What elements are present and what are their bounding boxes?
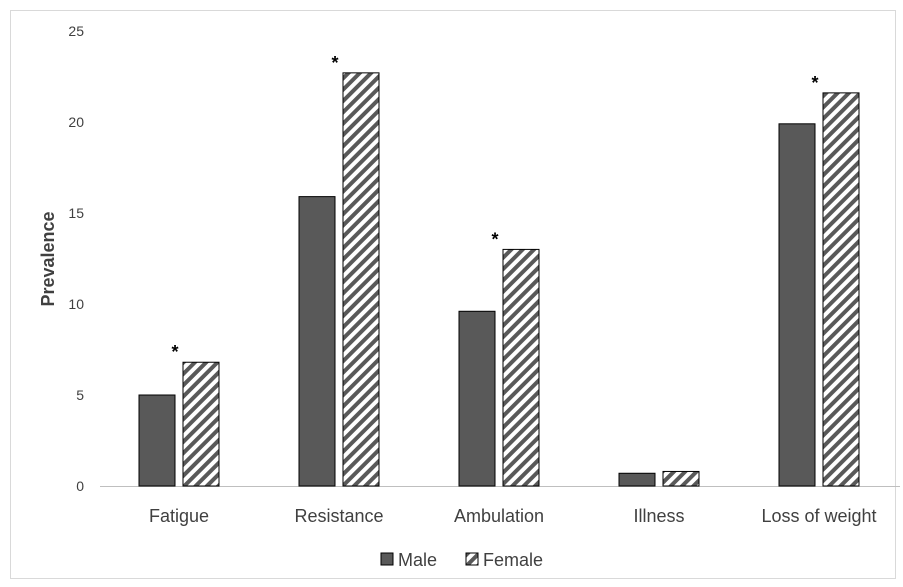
chart-border — [10, 10, 896, 579]
bars-group — [138, 72, 860, 487]
significance-asterisk: * — [331, 53, 338, 73]
y-tick-label: 25 — [68, 23, 84, 39]
significance-annotations: * * * * — [171, 53, 818, 362]
bar-female-resistance — [342, 72, 380, 487]
bar-male-loss-of-weight — [778, 123, 816, 487]
legend-label-male: Male — [398, 550, 437, 570]
category-labels: Fatigue Resistance Ambulation Illness Loss o… — [149, 506, 877, 526]
y-axis-ticks: 0 5 10 15 20 25 — [68, 23, 84, 494]
x-category-label: Fatigue — [149, 506, 209, 526]
bar-male-resistance — [298, 196, 336, 487]
significance-asterisk: * — [171, 342, 178, 362]
y-tick-label: 15 — [68, 205, 84, 221]
bar-female-illness — [662, 470, 700, 487]
bar-female-loss-of-weight — [822, 92, 860, 487]
legend-swatch-female — [465, 552, 479, 566]
legend: Male Female — [380, 550, 543, 570]
bar-female-fatigue — [182, 361, 220, 487]
significance-asterisk: * — [811, 73, 818, 93]
bar-male-ambulation — [458, 310, 496, 487]
y-tick-label: 20 — [68, 114, 84, 130]
y-tick-label: 5 — [76, 387, 84, 403]
x-category-label: Illness — [633, 506, 684, 526]
significance-asterisk: * — [491, 229, 498, 249]
y-tick-label: 10 — [68, 296, 84, 312]
bar-male-illness — [618, 472, 656, 487]
x-category-label: Loss of weight — [761, 506, 876, 526]
legend-swatch-male — [380, 552, 394, 566]
y-axis-title: Prevalence — [38, 211, 58, 306]
legend-label-female: Female — [483, 550, 543, 570]
bar-male-fatigue — [138, 394, 176, 487]
y-tick-label: 0 — [76, 478, 84, 494]
x-category-label: Resistance — [294, 506, 383, 526]
x-category-label: Ambulation — [454, 506, 544, 526]
bar-female-ambulation — [502, 248, 540, 487]
